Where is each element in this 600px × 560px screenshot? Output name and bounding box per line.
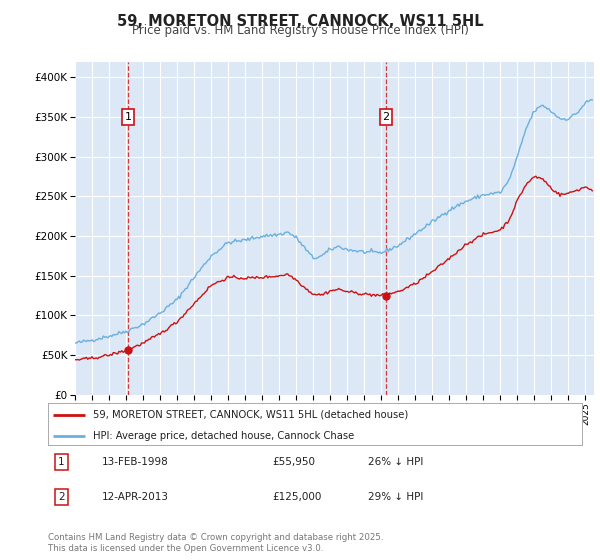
Text: 1: 1 xyxy=(58,457,65,467)
Text: 1: 1 xyxy=(125,112,131,122)
Text: HPI: Average price, detached house, Cannock Chase: HPI: Average price, detached house, Cann… xyxy=(94,431,355,441)
Text: 29% ↓ HPI: 29% ↓ HPI xyxy=(368,492,424,502)
Text: 59, MORETON STREET, CANNOCK, WS11 5HL (detached house): 59, MORETON STREET, CANNOCK, WS11 5HL (d… xyxy=(94,409,409,419)
Text: 2: 2 xyxy=(382,112,389,122)
Text: 2: 2 xyxy=(58,492,65,502)
Text: £55,950: £55,950 xyxy=(272,457,315,467)
Text: 13-FEB-1998: 13-FEB-1998 xyxy=(101,457,168,467)
Text: £125,000: £125,000 xyxy=(272,492,322,502)
Text: 26% ↓ HPI: 26% ↓ HPI xyxy=(368,457,424,467)
Text: 59, MORETON STREET, CANNOCK, WS11 5HL: 59, MORETON STREET, CANNOCK, WS11 5HL xyxy=(116,14,484,29)
Text: Price paid vs. HM Land Registry's House Price Index (HPI): Price paid vs. HM Land Registry's House … xyxy=(131,24,469,37)
Text: 12-APR-2013: 12-APR-2013 xyxy=(101,492,169,502)
Text: Contains HM Land Registry data © Crown copyright and database right 2025.
This d: Contains HM Land Registry data © Crown c… xyxy=(48,533,383,553)
